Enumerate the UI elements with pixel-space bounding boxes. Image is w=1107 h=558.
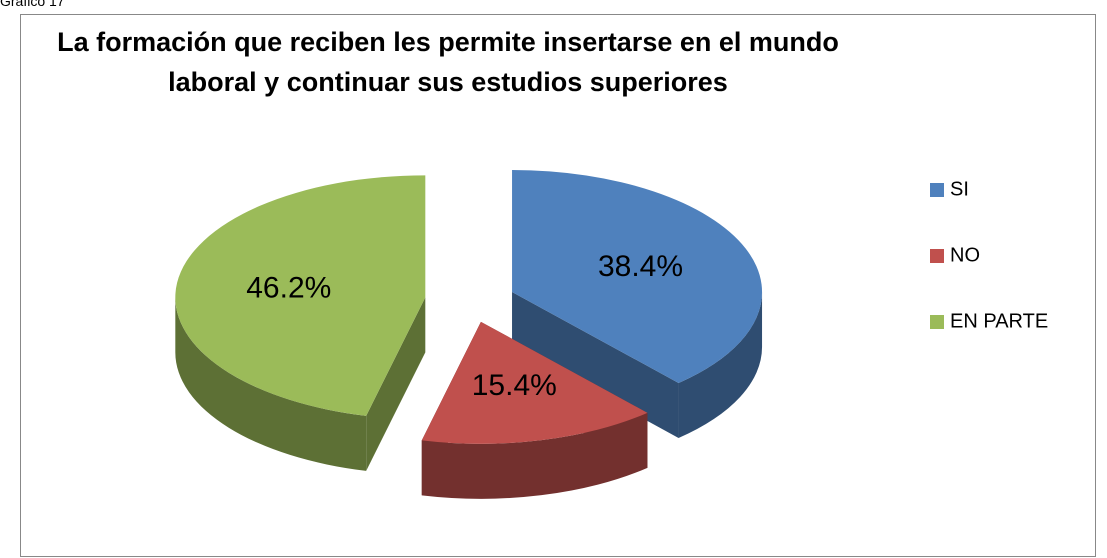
data-label: 46.2% <box>246 271 331 304</box>
legend-swatch <box>930 249 944 263</box>
slice <box>512 169 763 383</box>
data-label: 15.4% <box>472 369 557 402</box>
slice-side <box>512 291 679 438</box>
legend-label: NO <box>950 244 980 266</box>
slice <box>175 175 426 416</box>
legend-label: SI <box>950 178 969 200</box>
legend-label: EN PARTE <box>950 310 1048 332</box>
slice-side <box>175 297 367 471</box>
slice-side <box>421 412 648 499</box>
slice-side <box>678 291 763 438</box>
caption: Gráfico 17 <box>0 0 65 9</box>
legend-swatch <box>930 315 944 329</box>
chart-frame <box>20 14 1096 557</box>
data-label: 38.4% <box>598 250 683 283</box>
legend-swatch <box>930 183 944 197</box>
chart-title: La formación que reciben les permite ins… <box>57 27 839 97</box>
slice-side <box>366 297 426 471</box>
slice <box>421 321 648 444</box>
